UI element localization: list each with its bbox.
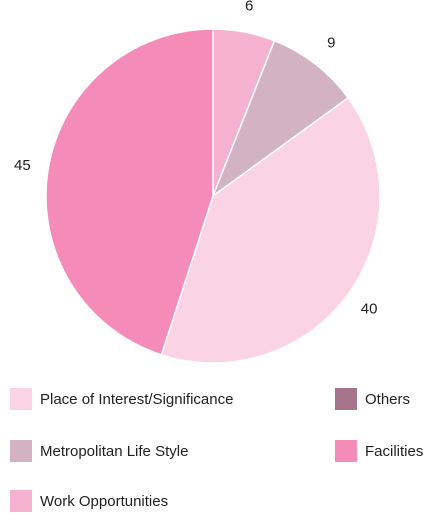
legend-label: Work Opportunities [40,493,168,510]
legend-swatch [335,388,357,410]
legend-swatch [10,440,32,462]
pie-slice [211,39,350,199]
pie-slice [45,28,214,356]
legend-swatch [10,490,32,512]
pie-slice [160,96,381,364]
data-label: 9 [327,34,335,51]
data-label: 6 [245,0,253,14]
data-label: 40 [361,300,378,317]
data-label: 45 [14,157,31,174]
legend-label: Facilities [365,443,423,460]
legend-label: Place of Interest/Significance [40,391,233,408]
legend-label: Others [365,391,410,408]
legend-swatch [335,440,357,462]
legend-swatch [10,388,32,410]
legend-label: Metropolitan Life Style [40,443,188,460]
